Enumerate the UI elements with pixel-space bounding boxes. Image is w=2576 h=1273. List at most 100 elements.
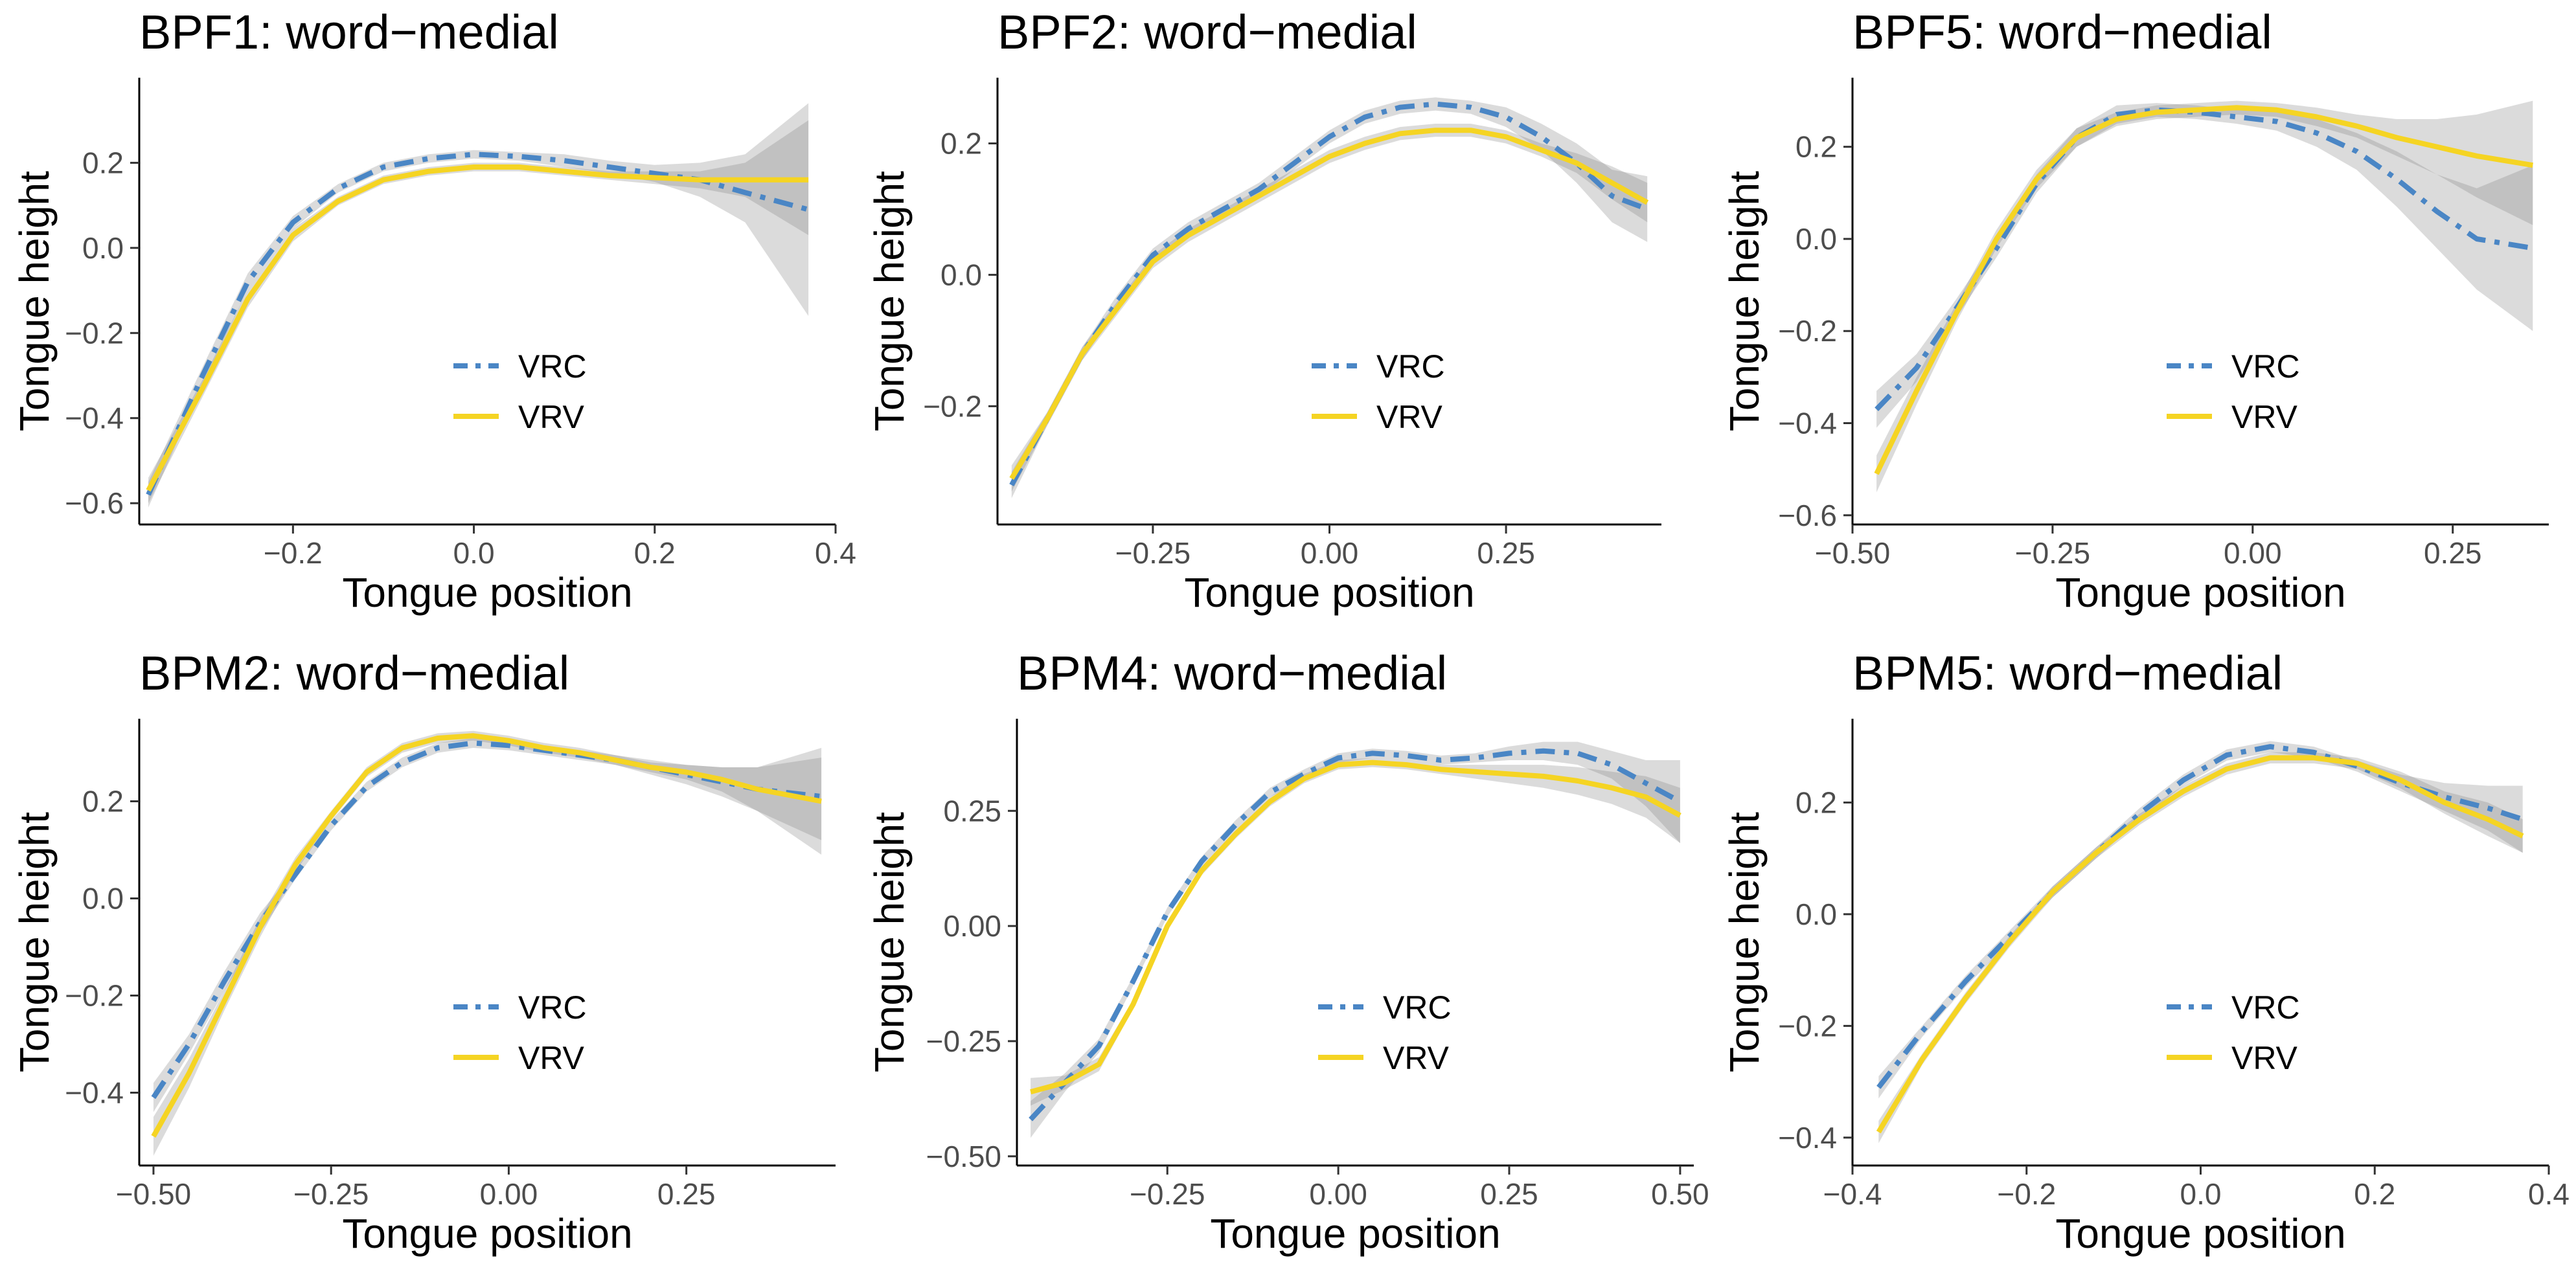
series-line-vrv bbox=[151, 733, 822, 1138]
y-tick-label: 0.0 bbox=[1795, 897, 1837, 931]
x-tick-label: 0.4 bbox=[2528, 1177, 2570, 1211]
chart-panel-4: BPM2: word−medial −0.50 −0.25 0.00 0.25 −0.4 −… bbox=[11, 646, 836, 1257]
x-axis-title: Tongue position bbox=[1210, 1210, 1500, 1257]
legend: VRC VRV bbox=[453, 989, 587, 1076]
legend: VRC VRV bbox=[2167, 989, 2300, 1076]
x-tick-label: −0.25 bbox=[293, 1177, 369, 1211]
y-axis-title: Tongue height bbox=[866, 171, 913, 431]
ci-band-vrc bbox=[153, 738, 822, 1112]
y-axis-title: Tongue height bbox=[11, 812, 58, 1072]
ci-band-vrv bbox=[1878, 752, 2523, 1143]
x-tick-label: −0.25 bbox=[1115, 536, 1191, 570]
chart-title: BPM5: word−medial bbox=[1852, 646, 2283, 700]
y-axis-title: Tongue height bbox=[1721, 171, 1768, 431]
x-tick-label: 0.50 bbox=[1651, 1177, 1709, 1211]
x-tick-label: 0.0 bbox=[453, 536, 495, 570]
series-line-vrc bbox=[1029, 748, 1681, 1121]
ci-band-vrv bbox=[1011, 124, 1648, 492]
chart-panel-3: BPF5: word−medial −0.50 −0.25 0.00 0.25 −0.6 −… bbox=[1721, 5, 2549, 616]
series-line-vrc bbox=[146, 152, 810, 496]
legend: VRC VRV bbox=[2167, 348, 2300, 435]
series-line-vrv bbox=[1876, 755, 2524, 1134]
legend-label-vrv: VRV bbox=[518, 399, 585, 435]
legend-label-vrv: VRV bbox=[1376, 399, 1443, 435]
y-tick-label: −0.4 bbox=[1778, 1121, 1837, 1155]
y-tick-label: −0.2 bbox=[1778, 314, 1837, 348]
legend-label-vrc: VRC bbox=[2231, 348, 2300, 385]
y-tick-label: −0.4 bbox=[1778, 407, 1837, 440]
x-tick-label: −0.25 bbox=[1130, 1177, 1205, 1211]
legend: VRC VRV bbox=[1312, 348, 1445, 435]
x-tick-label: −0.50 bbox=[1815, 536, 1890, 570]
x-tick-label: 0.2 bbox=[634, 536, 676, 570]
x-tick-label: −0.50 bbox=[116, 1177, 191, 1211]
y-tick-label: 0.0 bbox=[940, 258, 982, 291]
legend-label-vrv: VRV bbox=[2231, 1040, 2298, 1076]
chart-panel-6: BPM5: word−medial −0.4 −0.2 0.0 0.2 0.4 −0.4 −0… bbox=[1721, 646, 2570, 1257]
y-tick-label: 0.25 bbox=[943, 794, 1001, 828]
y-tick-label: −0.2 bbox=[923, 389, 982, 423]
chart-title: BPM4: word−medial bbox=[1017, 646, 1447, 700]
ci-band-vrv bbox=[1031, 758, 1680, 1106]
ci-band-vrv bbox=[1876, 100, 2533, 493]
x-tick-label: 0.25 bbox=[657, 1177, 716, 1211]
chart-title: BPF1: word−medial bbox=[139, 5, 559, 59]
x-axis-title: Tongue position bbox=[2055, 569, 2345, 616]
ci-band-vrc bbox=[148, 103, 809, 508]
y-tick-label: −0.2 bbox=[65, 979, 124, 1013]
series-line-vrv bbox=[146, 164, 809, 492]
x-axis-title: Tongue position bbox=[342, 569, 632, 616]
x-tick-label: 0.25 bbox=[1480, 1177, 1538, 1211]
x-tick-label: 0.2 bbox=[2354, 1177, 2395, 1211]
y-tick-label: 0.2 bbox=[82, 146, 124, 179]
series-line-vrv bbox=[1009, 128, 1649, 480]
x-axis-title: Tongue position bbox=[1184, 569, 1474, 616]
legend: VRC VRV bbox=[1318, 989, 1452, 1076]
legend-label-vrv: VRV bbox=[518, 1040, 585, 1076]
series-line-vrc bbox=[1009, 101, 1648, 486]
x-tick-label: 0.00 bbox=[480, 1177, 538, 1211]
y-tick-label: 0.2 bbox=[940, 126, 982, 160]
x-axis-title: Tongue position bbox=[2055, 1210, 2345, 1257]
chart-title: BPF5: word−medial bbox=[1852, 5, 2272, 59]
y-tick-label: −0.50 bbox=[926, 1140, 1001, 1173]
y-axis-title: Tongue height bbox=[11, 171, 58, 431]
chart-title: BPM2: word−medial bbox=[139, 646, 569, 700]
y-axis-title: Tongue height bbox=[1721, 812, 1768, 1072]
x-tick-label: 0.00 bbox=[1309, 1177, 1367, 1211]
chart-title: BPF2: word−medial bbox=[997, 5, 1417, 59]
ci-band-vrv bbox=[148, 120, 809, 504]
x-tick-label: −0.4 bbox=[1823, 1177, 1882, 1211]
legend-label-vrc: VRC bbox=[518, 348, 587, 385]
y-tick-label: 0.00 bbox=[943, 909, 1001, 943]
y-tick-label: 0.2 bbox=[82, 785, 124, 818]
x-tick-label: −0.2 bbox=[1997, 1177, 2056, 1211]
ci-band-vrc bbox=[1031, 741, 1680, 1138]
x-tick-label: 0.25 bbox=[1477, 536, 1535, 570]
y-tick-label: 0.0 bbox=[1795, 222, 1837, 256]
series-line-vrv bbox=[1874, 105, 2533, 475]
chart-panel-2: BPF2: word−medial −0.25 0.00 0.25 −0.2 0.0 0.2… bbox=[866, 5, 1661, 616]
y-tick-label: −0.4 bbox=[65, 1076, 124, 1110]
legend-label-vrc: VRC bbox=[2231, 989, 2300, 1026]
legend-label-vrc: VRC bbox=[518, 989, 587, 1026]
x-tick-label: −0.25 bbox=[2015, 536, 2090, 570]
y-tick-label: −0.2 bbox=[1778, 1009, 1837, 1042]
x-tick-label: 0.00 bbox=[2224, 536, 2282, 570]
legend-label-vrv: VRV bbox=[2231, 399, 2298, 435]
y-tick-label: −0.6 bbox=[1778, 499, 1837, 532]
y-tick-label: −0.25 bbox=[926, 1024, 1001, 1058]
x-axis-title: Tongue position bbox=[342, 1210, 632, 1257]
y-tick-label: −0.4 bbox=[65, 401, 124, 435]
ci-band-vrv bbox=[153, 730, 822, 1156]
legend-label-vrc: VRC bbox=[1383, 989, 1452, 1026]
x-tick-label: 0.0 bbox=[2180, 1177, 2222, 1211]
y-tick-label: 0.0 bbox=[82, 882, 124, 916]
legend-label-vrv: VRV bbox=[1383, 1040, 1450, 1076]
series-line-vrv bbox=[1030, 760, 1681, 1095]
legend-label-vrc: VRC bbox=[1376, 348, 1445, 385]
x-tick-label: 0.4 bbox=[815, 536, 856, 570]
y-tick-label: 0.2 bbox=[1795, 785, 1837, 819]
y-axis-title: Tongue height bbox=[866, 812, 913, 1072]
